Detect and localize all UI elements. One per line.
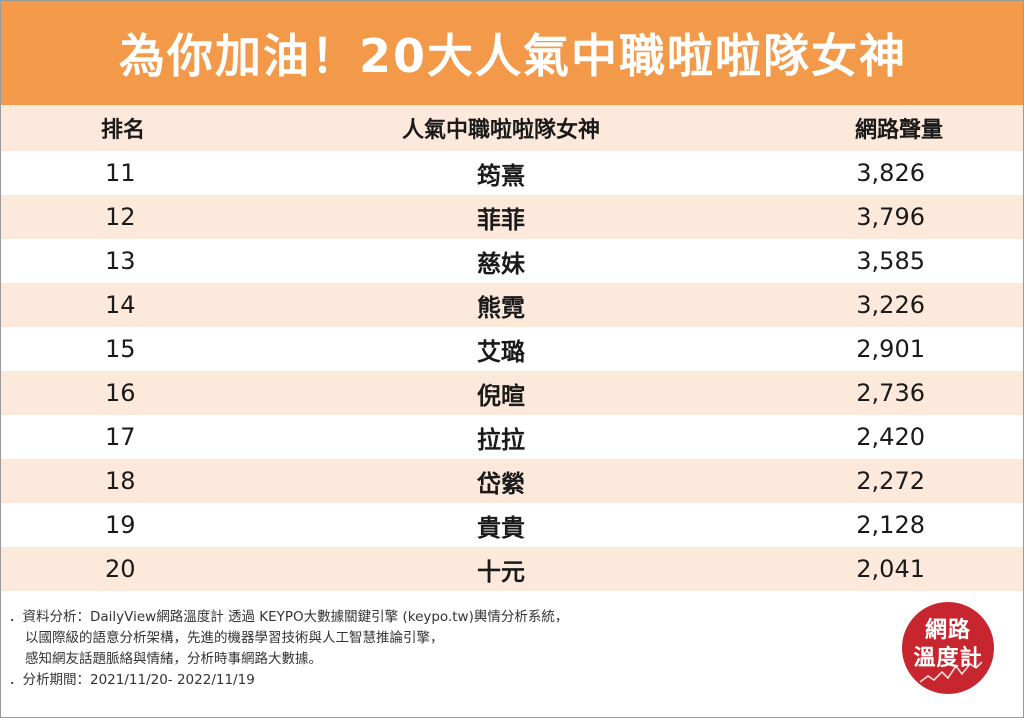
note-line-method: 以國際級的語意分析架構，先進的機器學習技術與人工智慧推論引擎， bbox=[25, 630, 444, 646]
volume-cell: 2,128 bbox=[856, 511, 925, 539]
note-line-sentiment: 感知網友話題脈絡與情緒，分析時事網路大數據。 bbox=[25, 651, 322, 667]
note-line-source: ．資料分析：DailyView網路溫度計 透過 KEYPO大數據關鍵引擎 (ke… bbox=[9, 609, 569, 625]
note-line-period: ．分析期間：2021/11/20- 2022/11/19 bbox=[9, 672, 255, 688]
table-row: 20 十元 2,041 bbox=[1, 547, 1023, 591]
name-cell: 熊霓 bbox=[477, 293, 525, 322]
volume-cell: 3,826 bbox=[856, 159, 925, 187]
table-row: 19 貴貴 2,128 bbox=[1, 503, 1023, 547]
dailyview-logo: 網路 溫度計 bbox=[902, 602, 994, 694]
volume-cell: 2,420 bbox=[856, 423, 925, 451]
title-banner: 為你加油！20大人氣中職啦啦隊女神 bbox=[1, 1, 1023, 105]
rank-cell: 14 bbox=[105, 291, 136, 319]
name-cell: 十元 bbox=[477, 557, 525, 586]
name-cell: 岱縈 bbox=[477, 469, 525, 498]
rank-cell: 16 bbox=[105, 379, 136, 407]
volume-cell: 3,226 bbox=[856, 291, 925, 319]
rank-cell: 17 bbox=[105, 423, 136, 451]
volume-cell: 2,272 bbox=[856, 467, 925, 495]
rank-cell: 15 bbox=[105, 335, 136, 363]
table-row: 16 倪暄 2,736 bbox=[1, 371, 1023, 415]
table-row: 11 筠熹 3,826 bbox=[1, 151, 1023, 195]
table-row: 12 菲菲 3,796 bbox=[1, 195, 1023, 239]
table-row: 15 艾璐 2,901 bbox=[1, 327, 1023, 371]
name-cell: 菲菲 bbox=[477, 205, 525, 234]
ranking-table: 排名 人氣中職啦啦隊女神 網路聲量 11 筠熹 3,826 12 菲菲 3,79… bbox=[1, 105, 1023, 591]
table-row: 18 岱縈 2,272 bbox=[1, 459, 1023, 503]
name-cell: 慈妹 bbox=[477, 249, 525, 278]
volume-cell: 2,736 bbox=[856, 379, 925, 407]
volume-cell: 2,041 bbox=[856, 555, 925, 583]
header-name: 人氣中職啦啦隊女神 bbox=[401, 118, 600, 143]
page-title: 為你加油！20大人氣中職啦啦隊女神 bbox=[118, 29, 907, 83]
rank-cell: 11 bbox=[105, 159, 136, 187]
rank-cell: 20 bbox=[105, 555, 136, 583]
table-row: 17 拉拉 2,420 bbox=[1, 415, 1023, 459]
name-cell: 貴貴 bbox=[477, 513, 525, 542]
rank-cell: 18 bbox=[105, 467, 136, 495]
name-cell: 艾璐 bbox=[477, 337, 525, 366]
source-notes: ．資料分析：DailyView網路溫度計 透過 KEYPO大數據關鍵引擎 (ke… bbox=[9, 607, 869, 691]
volume-cell: 2,901 bbox=[856, 335, 925, 363]
volume-cell: 3,796 bbox=[856, 203, 925, 231]
header-rank: 排名 bbox=[101, 118, 146, 143]
logo-text-bottom: 溫度計 bbox=[913, 646, 983, 671]
name-cell: 筠熹 bbox=[477, 161, 525, 190]
name-cell: 拉拉 bbox=[477, 425, 525, 454]
header-volume: 網路聲量 bbox=[854, 118, 943, 143]
rank-cell: 13 bbox=[105, 247, 136, 275]
rank-cell: 12 bbox=[105, 203, 136, 231]
logo-text-top: 網路 bbox=[924, 618, 971, 643]
rank-cell: 19 bbox=[105, 511, 136, 539]
volume-cell: 3,585 bbox=[856, 247, 925, 275]
logo-wave-icon bbox=[919, 661, 983, 683]
name-cell: 倪暄 bbox=[477, 381, 525, 410]
table-row: 14 熊霓 3,226 bbox=[1, 283, 1023, 327]
table-row: 13 慈妹 3,585 bbox=[1, 239, 1023, 283]
table-header-row: 排名 人氣中職啦啦隊女神 網路聲量 bbox=[1, 105, 1023, 151]
